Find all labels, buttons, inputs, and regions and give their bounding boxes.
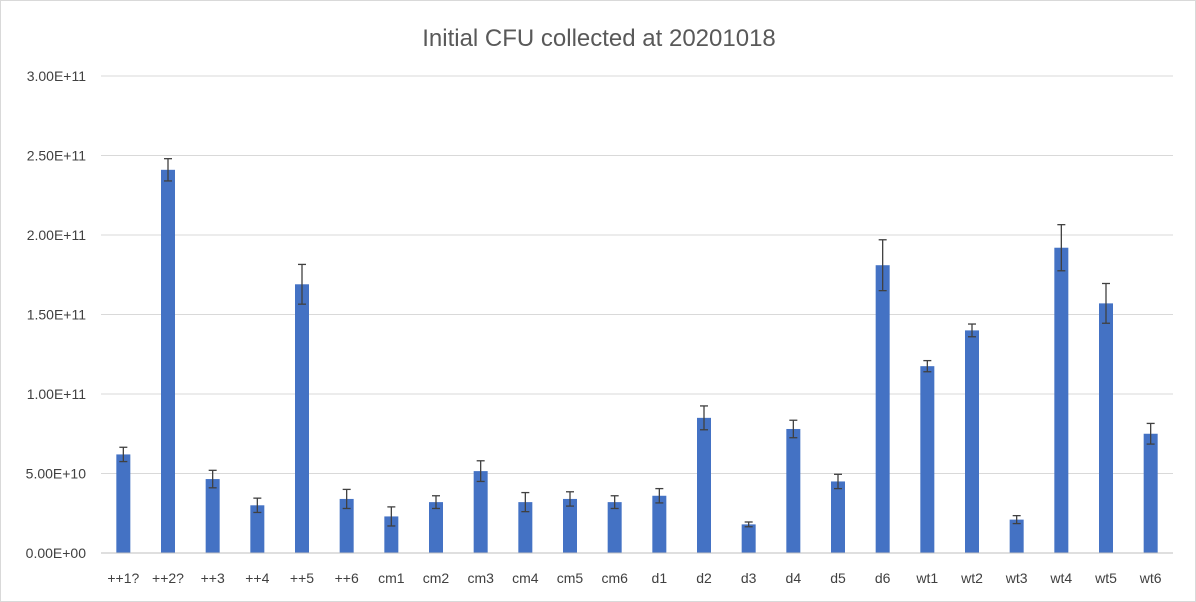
- y-tick-label: 1.00E+11: [27, 386, 87, 402]
- bar-wt6: [1143, 433, 1158, 553]
- error-bar-cm4: [521, 491, 530, 513]
- x-tick-label: d6: [875, 570, 891, 586]
- y-tick-label: 1.50E+11: [27, 307, 87, 323]
- bar-++6: [339, 498, 354, 553]
- error-bar-cm5: [566, 491, 574, 507]
- x-tick-label: cm3: [467, 570, 494, 586]
- x-tick-label: wt4: [1049, 570, 1072, 586]
- error-bar-++5: [298, 263, 306, 305]
- bar-wt1: [920, 366, 935, 553]
- x-axis-tick-labels: ++1? ++2? ++3 ++4 ++5 ++6 cm1 cm2 cm3 cm4 cm5 cm6 d1…: [107, 570, 1161, 586]
- bar-d4: [786, 428, 801, 553]
- x-tick-label: ++1?: [107, 570, 139, 586]
- bar-cm6: [607, 502, 622, 553]
- bar-cm4: [518, 502, 533, 553]
- x-tick-label: wt5: [1094, 570, 1117, 586]
- bar-cm5: [563, 498, 577, 553]
- x-tick-label: ++3: [201, 570, 225, 586]
- error-bar-d6: [878, 239, 887, 292]
- x-tick-label: ++5: [290, 570, 314, 586]
- error-bar-wt3: [1012, 514, 1021, 525]
- bar-wt3: [1009, 519, 1024, 553]
- y-tick-label: 3.00E+11: [27, 68, 87, 84]
- error-bar-++1?: [119, 446, 128, 463]
- x-tick-label: wt3: [1005, 570, 1028, 586]
- x-tick-label: wt2: [960, 570, 983, 586]
- error-bar-++6: [342, 488, 351, 510]
- error-bar-d1: [655, 487, 664, 504]
- x-tick-label: ++6: [335, 570, 359, 586]
- y-axis-tick-labels: 0.00E+00 5.00E+10 1.00E+11 1.50E+11 2.00E+11…: [26, 68, 87, 561]
- x-tick-label: cm1: [378, 570, 405, 586]
- error-bar-d4: [789, 419, 798, 439]
- error-bar-++2?: [164, 158, 172, 182]
- bar-++5: [295, 284, 309, 553]
- bar-++2?: [161, 169, 175, 553]
- x-tick-label: wt6: [1139, 570, 1162, 586]
- x-tick-label: d1: [652, 570, 668, 586]
- bar-d6: [875, 265, 890, 553]
- x-tick-label: d4: [786, 570, 802, 586]
- bar-wt2: [965, 330, 979, 553]
- x-tick-label: cm4: [512, 570, 539, 586]
- x-tick-label: d5: [830, 570, 846, 586]
- y-tick-label: 2.50E+11: [27, 148, 87, 164]
- bar-++4: [250, 505, 265, 553]
- bar-++1?: [116, 454, 131, 553]
- error-bar-++4: [253, 497, 262, 514]
- x-tick-label: cm6: [601, 570, 628, 586]
- chart-title: Initial CFU collected at 20201018: [422, 25, 776, 52]
- error-bar-d3: [744, 521, 753, 528]
- error-bar-cm3: [476, 460, 485, 483]
- error-bar-cm1: [387, 506, 396, 527]
- error-bar-wt2: [968, 323, 976, 338]
- bar-d2: [697, 417, 711, 553]
- bar-++3: [205, 479, 220, 553]
- bar-cm2: [429, 502, 443, 553]
- bar-d3: [741, 524, 756, 553]
- bar-wt5: [1099, 303, 1113, 553]
- error-bar-wt5: [1102, 282, 1110, 324]
- bar-wt4: [1054, 247, 1069, 553]
- x-tick-label: ++2?: [152, 570, 184, 586]
- bar-d5: [831, 481, 845, 553]
- error-bar-wt6: [1146, 422, 1155, 445]
- x-tick-label: ++4: [245, 570, 269, 586]
- y-tick-label: 2.00E+11: [27, 227, 87, 243]
- x-tick-label: d3: [741, 570, 757, 586]
- error-bars: [119, 158, 1155, 528]
- y-tick-label: 0.00E+00: [26, 545, 87, 561]
- bars: [116, 169, 1158, 553]
- x-tick-label: d2: [696, 570, 712, 586]
- error-bar-d2: [700, 405, 708, 431]
- error-bar-d5: [834, 473, 842, 490]
- x-tick-label: cm2: [423, 570, 450, 586]
- gridlines: [101, 75, 1173, 474]
- x-tick-label: wt1: [915, 570, 938, 586]
- error-bar-cm2: [432, 495, 440, 510]
- x-tick-label: cm5: [557, 570, 584, 586]
- error-bar-cm6: [610, 495, 619, 510]
- bar-cm3: [473, 471, 488, 553]
- y-tick-label: 5.00E+10: [26, 466, 87, 482]
- error-bar-wt1: [923, 359, 932, 373]
- error-bar-++3: [208, 469, 217, 489]
- bar-d1: [652, 495, 667, 553]
- error-bar-wt4: [1057, 224, 1066, 272]
